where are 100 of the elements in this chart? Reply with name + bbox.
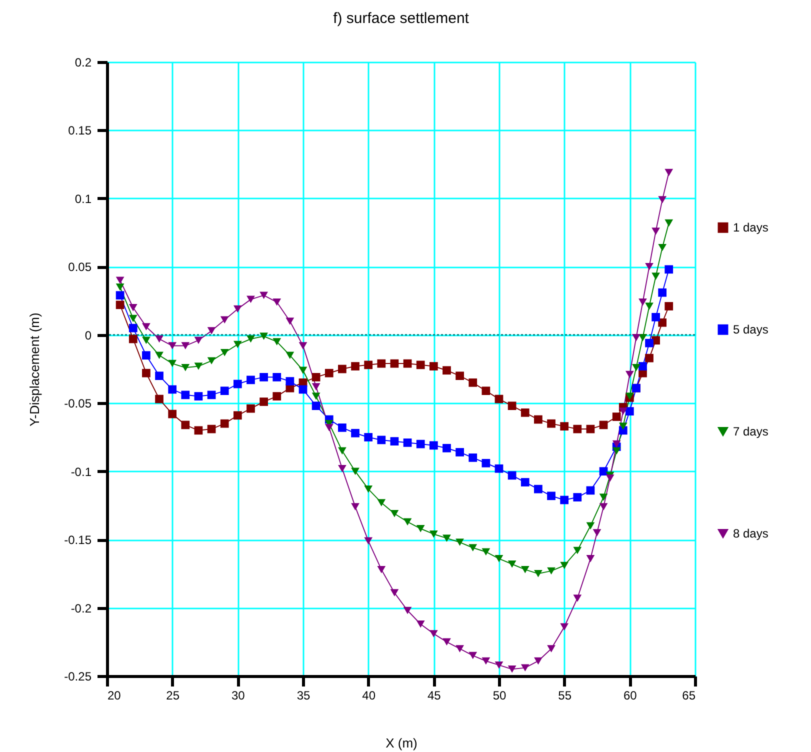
- point: [351, 428, 360, 438]
- point: [652, 312, 660, 322]
- point: [664, 265, 674, 274]
- point: [599, 467, 608, 476]
- y-tick-label: 0.15: [68, 124, 92, 138]
- point: [416, 620, 425, 628]
- point: [658, 318, 667, 327]
- point: [233, 380, 242, 388]
- point: [468, 378, 478, 387]
- x-tick-label: 50: [492, 688, 506, 702]
- point: [612, 447, 621, 454]
- x-tick-label: 40: [362, 688, 376, 702]
- point: [520, 566, 530, 574]
- point: [142, 323, 150, 330]
- point: [645, 338, 654, 348]
- x-tick-label: 65: [682, 688, 696, 702]
- point: [155, 394, 164, 404]
- point: [638, 362, 647, 370]
- point: [338, 447, 346, 454]
- point: [403, 359, 412, 368]
- point: [586, 424, 595, 434]
- point: [560, 496, 569, 504]
- point: [207, 424, 216, 434]
- point: [560, 623, 569, 631]
- point: [652, 228, 660, 235]
- point: [194, 362, 203, 370]
- point: [429, 441, 438, 450]
- point: [286, 318, 294, 325]
- point: [442, 444, 451, 452]
- y-tick-label: 0.1: [74, 192, 92, 206]
- point: [534, 415, 542, 424]
- x-tick-label: 20: [108, 688, 122, 702]
- point: [155, 352, 164, 359]
- point: [520, 408, 530, 417]
- point: [618, 408, 628, 415]
- y-tick-label: 0.2: [74, 56, 92, 70]
- chart-title: f) surface settlement: [333, 10, 470, 27]
- point: [508, 471, 516, 480]
- point: [547, 567, 556, 575]
- point: [260, 292, 268, 299]
- point: [155, 335, 164, 343]
- point: [377, 566, 386, 574]
- point: [272, 392, 282, 400]
- point: [364, 433, 373, 442]
- point: [324, 368, 334, 378]
- point: [364, 485, 373, 493]
- y-tick-label: 0: [84, 328, 92, 342]
- point: [312, 402, 320, 410]
- x-tick-label: 45: [427, 688, 442, 702]
- point: [468, 652, 478, 660]
- x-tick-label: 55: [558, 688, 572, 702]
- point: [260, 332, 268, 340]
- point: [664, 219, 674, 227]
- point: [116, 284, 124, 291]
- y-tick-label: -0.25: [64, 670, 92, 684]
- point: [142, 336, 150, 344]
- point: [547, 419, 556, 428]
- point: [658, 288, 667, 297]
- point: [573, 546, 582, 554]
- point: [286, 352, 294, 359]
- point: [456, 448, 464, 456]
- point: [482, 548, 490, 556]
- point: [168, 385, 177, 394]
- legend-label: 5 days: [733, 322, 768, 337]
- point: [645, 263, 654, 270]
- point: [260, 373, 268, 382]
- point: [377, 359, 386, 368]
- point: [403, 606, 412, 614]
- point: [246, 296, 255, 304]
- point: [599, 494, 608, 501]
- point: [260, 398, 268, 406]
- x-tick-label: 25: [166, 688, 180, 702]
- point: [456, 645, 464, 652]
- point: [482, 657, 490, 665]
- point: [364, 537, 373, 545]
- point: [286, 377, 294, 386]
- x-tick-label: 30: [231, 688, 246, 702]
- point: [377, 499, 386, 506]
- point: [494, 661, 504, 669]
- point: [638, 298, 647, 306]
- point: [645, 302, 654, 310]
- point: [429, 362, 438, 370]
- y-tick-label: 0.05: [68, 260, 92, 274]
- point: [442, 534, 451, 542]
- point: [364, 360, 373, 370]
- point: [403, 438, 412, 447]
- point: [390, 510, 399, 518]
- point: [220, 316, 229, 324]
- point: [508, 560, 516, 568]
- y-tick-label: -0.15: [64, 533, 92, 548]
- point: [547, 645, 556, 652]
- point: [586, 522, 595, 530]
- point: [625, 370, 634, 378]
- point: [312, 373, 320, 382]
- point: [494, 464, 504, 473]
- point: [625, 407, 634, 416]
- point: [612, 412, 621, 421]
- legend-label: 8 days: [733, 526, 768, 541]
- point: [116, 276, 124, 284]
- point: [351, 362, 360, 370]
